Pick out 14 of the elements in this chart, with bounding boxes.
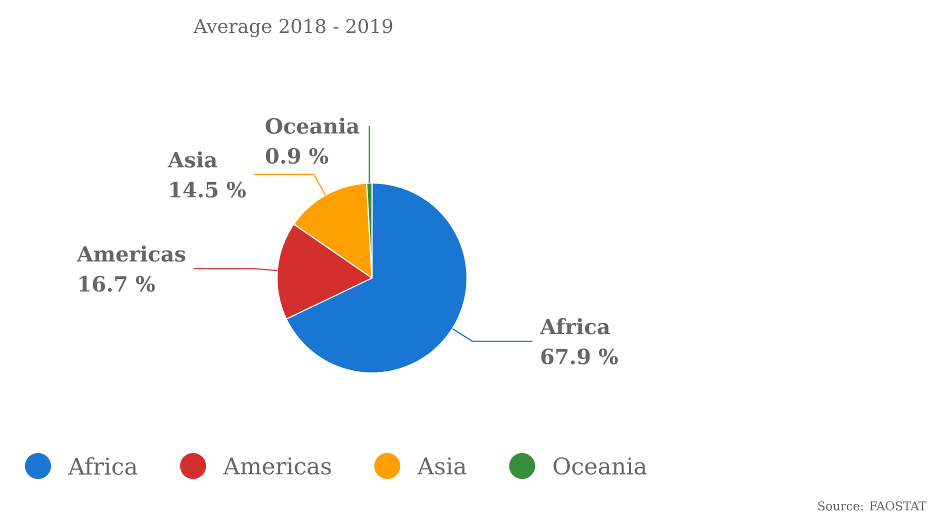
source-note: Source: FAOSTAT [818,501,926,510]
data-label: 67.9 % [541,348,618,364]
slice-label: Asia [168,151,218,168]
legend-label: Africa [68,457,138,475]
data-label: 0.9 % [266,148,328,164]
slice-label: Oceania [266,118,360,134]
slice-label: Africa [540,318,610,334]
legend-label: Americas [223,457,331,475]
legend-label: Asia [417,457,466,475]
data-label: 16.7 % [80,276,155,292]
chart-title: Average 2018 - 2019 [193,18,392,38]
data-label: 14.5 % [170,182,246,198]
legend-label: Oceania [554,457,647,475]
slice-label: Americas [76,246,186,262]
